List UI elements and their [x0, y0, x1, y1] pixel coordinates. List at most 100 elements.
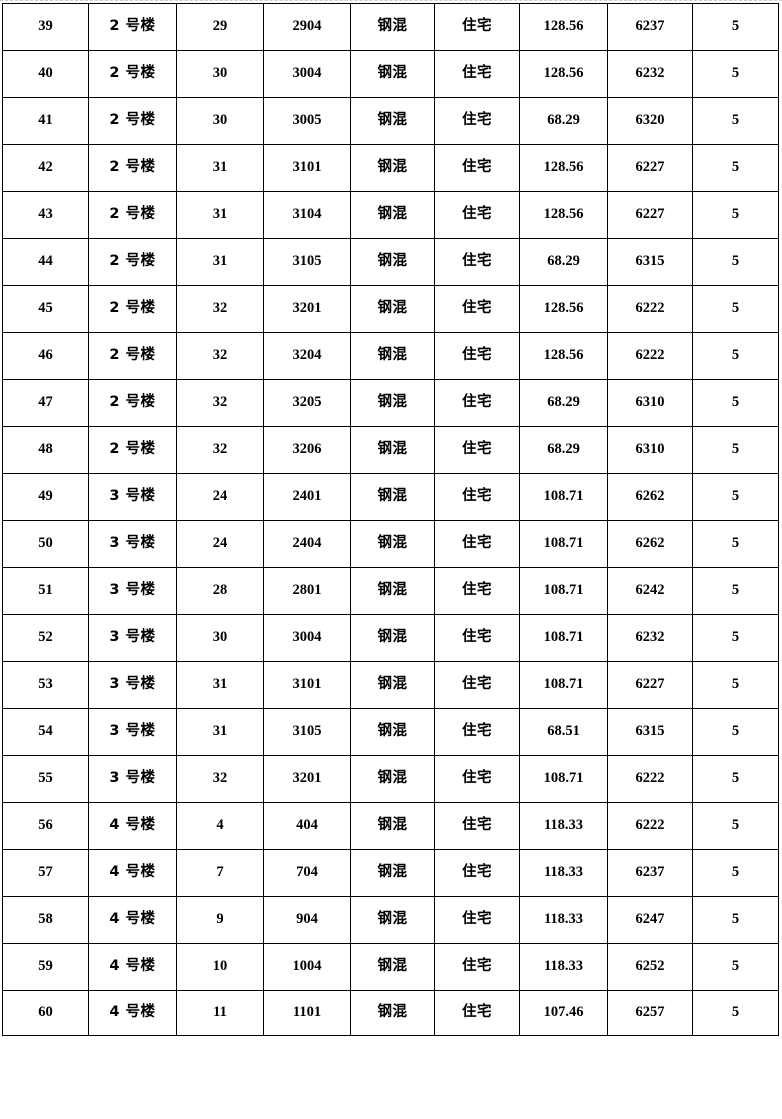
cell-usage: 住宅: [434, 755, 520, 803]
cell-floor: 32: [176, 285, 264, 333]
table-row: 40 2 号楼 30 3004 钢混 住宅 128.56 6232 5: [2, 50, 779, 98]
cell-years: 5: [692, 661, 779, 709]
cell-years: 5: [692, 755, 779, 803]
table-body: 39 2 号楼 29 2904 钢混 住宅 128.56 6237 5 40 2 号楼 30 3004 钢…: [2, 3, 779, 1036]
cell-index: 47: [2, 379, 89, 427]
cell-years: 5: [692, 849, 779, 897]
cell-structure: 钢混: [350, 97, 435, 145]
cell-usage: 住宅: [434, 426, 520, 474]
cell-years: 5: [692, 943, 779, 991]
cell-floor: 24: [176, 473, 264, 521]
property-listing-table-container: 39 2 号楼 29 2904 钢混 住宅 128.56 6237 5 40 2 号楼 30 3004 钢…: [2, 3, 779, 1036]
cell-price: 6222: [607, 802, 693, 850]
cell-floor: 32: [176, 379, 264, 427]
cell-usage: 住宅: [434, 97, 520, 145]
cell-building: 4 号楼: [88, 849, 177, 897]
table-row: 53 3 号楼 31 3101 钢混 住宅 108.71 6227 5: [2, 661, 779, 709]
cell-years: 5: [692, 3, 779, 51]
cell-area: 118.33: [519, 849, 608, 897]
cell-building: 2 号楼: [88, 285, 177, 333]
cell-usage: 住宅: [434, 802, 520, 850]
cell-price: 6222: [607, 755, 693, 803]
cell-usage: 住宅: [434, 567, 520, 615]
table-row: 49 3 号楼 24 2401 钢混 住宅 108.71 6262 5: [2, 473, 779, 521]
cell-room: 3201: [263, 755, 351, 803]
cell-years: 5: [692, 990, 779, 1036]
cell-floor: 28: [176, 567, 264, 615]
table-row: 44 2 号楼 31 3105 钢混 住宅 68.29 6315 5: [2, 238, 779, 286]
cell-structure: 钢混: [350, 896, 435, 944]
cell-index: 42: [2, 144, 89, 192]
table-row: 51 3 号楼 28 2801 钢混 住宅 108.71 6242 5: [2, 567, 779, 615]
cell-years: 5: [692, 567, 779, 615]
cell-index: 53: [2, 661, 89, 709]
cell-area: 128.56: [519, 285, 608, 333]
cell-price: 6232: [607, 50, 693, 98]
table-row: 41 2 号楼 30 3005 钢混 住宅 68.29 6320 5: [2, 97, 779, 145]
cell-area: 128.56: [519, 332, 608, 380]
cell-floor: 31: [176, 238, 264, 286]
cell-index: 56: [2, 802, 89, 850]
cell-price: 6320: [607, 97, 693, 145]
cell-room: 3004: [263, 614, 351, 662]
cell-index: 54: [2, 708, 89, 756]
cell-floor: 32: [176, 332, 264, 380]
cell-room: 3004: [263, 50, 351, 98]
cell-area: 68.51: [519, 708, 608, 756]
cell-room: 3105: [263, 708, 351, 756]
cell-index: 51: [2, 567, 89, 615]
cell-index: 39: [2, 3, 89, 51]
cell-structure: 钢混: [350, 755, 435, 803]
cell-room: 3101: [263, 661, 351, 709]
cell-index: 60: [2, 990, 89, 1036]
cell-area: 107.46: [519, 990, 608, 1036]
cell-structure: 钢混: [350, 708, 435, 756]
cell-floor: 31: [176, 661, 264, 709]
cell-structure: 钢混: [350, 614, 435, 662]
cell-area: 128.56: [519, 50, 608, 98]
cell-building: 4 号楼: [88, 943, 177, 991]
cell-building: 4 号楼: [88, 802, 177, 850]
cell-floor: 30: [176, 614, 264, 662]
cell-building: 3 号楼: [88, 755, 177, 803]
cell-building: 4 号楼: [88, 896, 177, 944]
cell-area: 108.71: [519, 567, 608, 615]
cell-room: 2404: [263, 520, 351, 568]
cell-room: 1101: [263, 990, 351, 1036]
table-row: 47 2 号楼 32 3205 钢混 住宅 68.29 6310 5: [2, 379, 779, 427]
cell-structure: 钢混: [350, 379, 435, 427]
cell-structure: 钢混: [350, 238, 435, 286]
cell-room: 2801: [263, 567, 351, 615]
cell-floor: 31: [176, 191, 264, 239]
cell-index: 55: [2, 755, 89, 803]
cell-structure: 钢混: [350, 943, 435, 991]
property-listing-table: 39 2 号楼 29 2904 钢混 住宅 128.56 6237 5 40 2 号楼 30 3004 钢…: [2, 3, 779, 1036]
cell-building: 3 号楼: [88, 614, 177, 662]
cell-building: 3 号楼: [88, 473, 177, 521]
table-row: 42 2 号楼 31 3101 钢混 住宅 128.56 6227 5: [2, 144, 779, 192]
cell-room: 3201: [263, 285, 351, 333]
cell-price: 6237: [607, 3, 693, 51]
table-row: 54 3 号楼 31 3105 钢混 住宅 68.51 6315 5: [2, 708, 779, 756]
table-row: 59 4 号楼 10 1004 钢混 住宅 118.33 6252 5: [2, 943, 779, 991]
cell-room: 1004: [263, 943, 351, 991]
cell-structure: 钢混: [350, 144, 435, 192]
cell-structure: 钢混: [350, 802, 435, 850]
cell-years: 5: [692, 802, 779, 850]
table-row: 56 4 号楼 4 404 钢混 住宅 118.33 6222 5: [2, 802, 779, 850]
cell-usage: 住宅: [434, 849, 520, 897]
cell-area: 68.29: [519, 379, 608, 427]
cell-building: 2 号楼: [88, 50, 177, 98]
cell-price: 6315: [607, 238, 693, 286]
cell-price: 6227: [607, 191, 693, 239]
cell-index: 58: [2, 896, 89, 944]
cell-index: 49: [2, 473, 89, 521]
cell-index: 52: [2, 614, 89, 662]
cell-building: 3 号楼: [88, 708, 177, 756]
cell-building: 3 号楼: [88, 520, 177, 568]
cell-index: 43: [2, 191, 89, 239]
cell-years: 5: [692, 896, 779, 944]
cell-room: 904: [263, 896, 351, 944]
cell-area: 108.71: [519, 755, 608, 803]
table-row: 55 3 号楼 32 3201 钢混 住宅 108.71 6222 5: [2, 755, 779, 803]
